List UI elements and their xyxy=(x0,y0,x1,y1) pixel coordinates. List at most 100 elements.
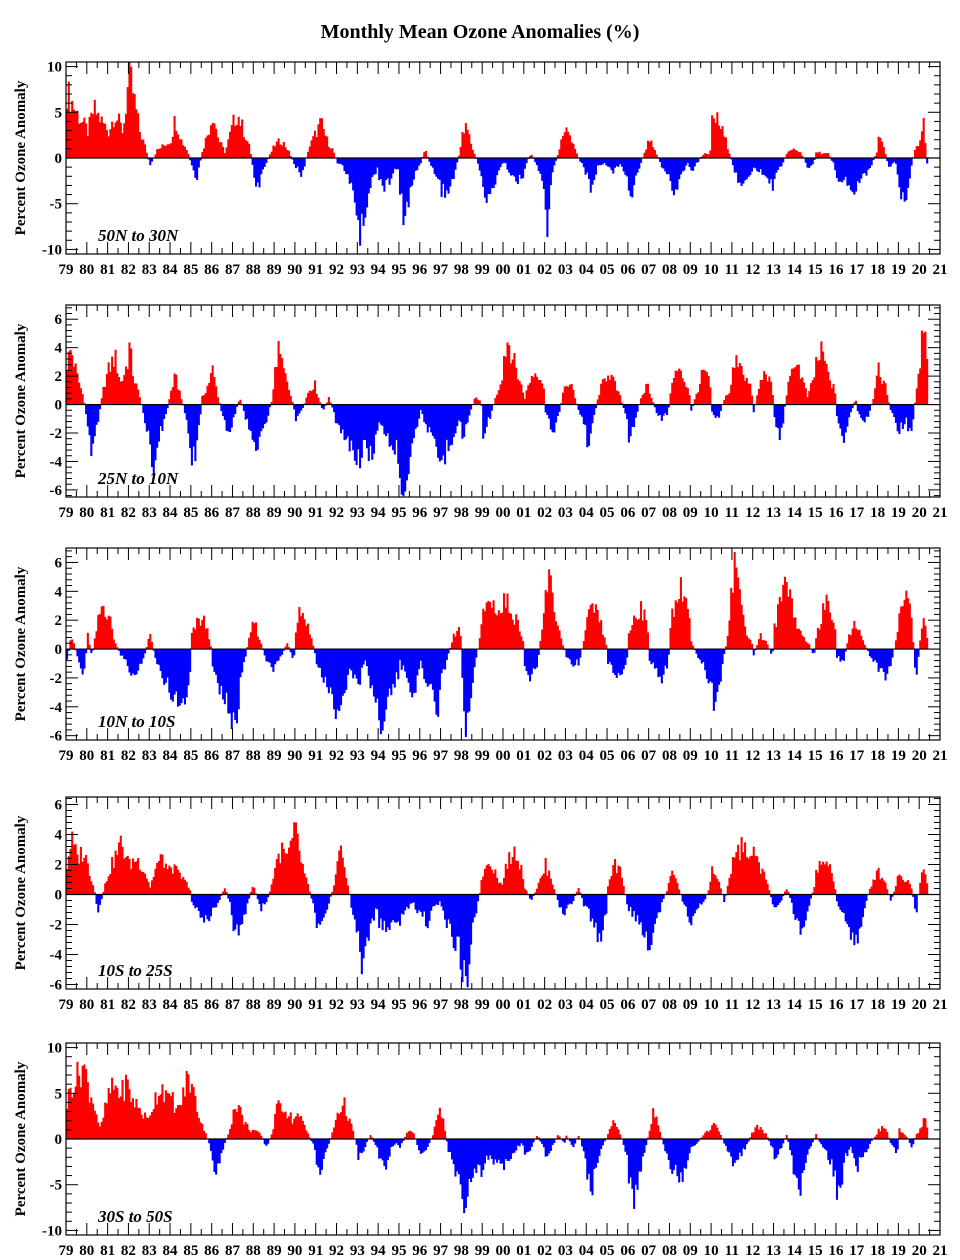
anomaly-bar xyxy=(886,1131,889,1139)
anomaly-bar xyxy=(430,649,433,684)
anomaly-bar xyxy=(830,388,833,405)
anomaly-bar xyxy=(716,404,719,417)
anomaly-bar xyxy=(711,1125,714,1139)
anomaly-bar xyxy=(88,875,91,895)
anomaly-bar xyxy=(352,649,355,679)
anomaly-bar xyxy=(919,1128,922,1139)
anomaly-bar xyxy=(527,649,530,676)
anomaly-bar xyxy=(471,649,474,683)
anomaly-bar xyxy=(870,886,873,895)
anomaly-bar xyxy=(463,133,466,158)
anomaly-bar xyxy=(868,158,871,168)
anomaly-bar xyxy=(353,649,356,675)
x-tick-label: 93 xyxy=(350,1243,365,1259)
anomaly-bar xyxy=(794,149,797,158)
anomaly-bar xyxy=(438,1107,441,1139)
anomaly-bar xyxy=(244,1121,247,1139)
anomaly-bar xyxy=(650,649,653,665)
anomaly-bar xyxy=(707,375,710,405)
anomaly-bar xyxy=(348,404,351,452)
anomaly-bar xyxy=(490,404,493,411)
anomaly-bar xyxy=(877,867,880,895)
anomaly-bar xyxy=(333,404,336,413)
anomaly-bar xyxy=(317,397,320,405)
anomaly-bar xyxy=(348,158,351,184)
anomaly-bar xyxy=(587,158,591,179)
x-tick-label: 00 xyxy=(496,262,511,278)
x-tick-label: 97 xyxy=(433,505,449,521)
anomaly-bar xyxy=(144,404,147,424)
anomaly-bar xyxy=(586,158,589,173)
anomaly-bar xyxy=(780,601,783,650)
anomaly-bar xyxy=(287,847,291,895)
anomaly-bar xyxy=(841,894,844,913)
anomaly-bar xyxy=(483,1139,486,1164)
anomaly-bar xyxy=(138,397,141,405)
anomaly-bar xyxy=(537,649,540,655)
anomaly-bar xyxy=(183,146,186,158)
anomaly-bar xyxy=(385,1139,388,1170)
anomaly-bar xyxy=(745,635,748,650)
x-tick-label: 01 xyxy=(516,748,531,764)
anomaly-bar xyxy=(508,852,511,895)
anomaly-bar xyxy=(437,894,440,905)
anomaly-bar xyxy=(463,404,466,437)
anomaly-bar xyxy=(671,158,674,191)
anomaly-bar xyxy=(206,385,209,405)
anomaly-bar xyxy=(881,141,884,158)
anomaly-bar xyxy=(277,340,280,405)
anomaly-bar xyxy=(718,1131,721,1139)
anomaly-bar xyxy=(229,649,232,714)
anomaly-bar xyxy=(879,649,882,669)
anomaly-bar xyxy=(86,632,89,650)
anomaly-bar xyxy=(775,1139,778,1158)
anomaly-bar xyxy=(570,894,573,905)
anomaly-bar xyxy=(924,1118,927,1139)
anomaly-bar xyxy=(317,894,320,924)
anomaly-bar xyxy=(346,158,350,175)
anomaly-bar xyxy=(771,1139,774,1148)
x-tick-label: 92 xyxy=(329,748,344,764)
anomaly-bar xyxy=(79,1087,82,1139)
anomaly-bar xyxy=(778,596,781,650)
anomaly-bar xyxy=(267,894,270,898)
anomaly-bar xyxy=(835,649,839,658)
anomaly-bar xyxy=(319,894,322,925)
anomaly-bar xyxy=(348,649,351,669)
anomaly-bar xyxy=(454,1139,457,1177)
anomaly-bar xyxy=(624,404,627,414)
anomaly-bar xyxy=(431,1135,434,1139)
anomaly-bar xyxy=(728,393,731,405)
anomaly-bar xyxy=(206,894,209,920)
anomaly-bar xyxy=(194,158,197,178)
anomaly-bar xyxy=(496,158,499,176)
anomaly-bar xyxy=(792,1139,795,1175)
anomaly-bar xyxy=(856,630,859,650)
anomaly-bar xyxy=(402,1139,405,1141)
anomaly-bar xyxy=(724,137,728,158)
anomaly-bar xyxy=(208,382,211,405)
anomaly-bar xyxy=(85,123,88,158)
anomaly-bar xyxy=(244,894,247,915)
x-tick-label: 94 xyxy=(371,748,387,764)
anomaly-bar xyxy=(867,1139,870,1149)
x-tick-label: 95 xyxy=(391,997,406,1013)
x-tick-label: 14 xyxy=(787,505,803,521)
anomaly-bar xyxy=(905,881,908,895)
anomaly-bar xyxy=(617,865,620,895)
anomaly-bar xyxy=(842,894,845,913)
anomaly-bar xyxy=(499,882,502,895)
anomaly-bar xyxy=(645,149,648,158)
anomaly-bar xyxy=(393,158,396,169)
anomaly-bar xyxy=(506,593,509,650)
anomaly-bar xyxy=(792,894,795,915)
anomaly-bar xyxy=(664,158,667,172)
x-tick-label: 81 xyxy=(100,505,115,521)
anomaly-bar xyxy=(523,649,526,667)
anomaly-bar xyxy=(581,1139,584,1147)
anomaly-bar xyxy=(910,404,913,431)
anomaly-bar xyxy=(823,153,826,158)
x-tick-label: 01 xyxy=(516,505,531,521)
x-tick-label: 08 xyxy=(662,262,677,278)
anomaly-bar xyxy=(400,1139,403,1144)
